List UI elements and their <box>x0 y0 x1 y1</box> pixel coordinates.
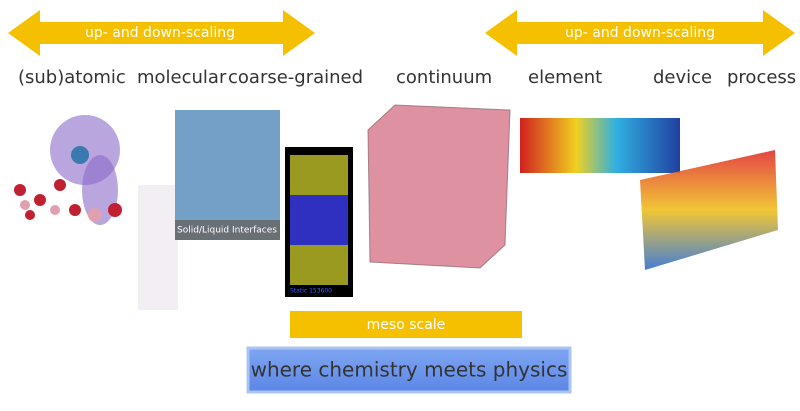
tagline-box <box>246 346 572 394</box>
scale-label: continuum <box>396 67 492 88</box>
atomic-image <box>14 115 122 225</box>
image-caption: Solid/Liquid Interfaces <box>177 226 277 236</box>
arrow <box>485 10 795 56</box>
scale-label: molecular <box>137 67 227 88</box>
arrow-label: up- and down-scaling <box>565 25 715 41</box>
scale-label: device <box>653 67 712 88</box>
arrow-label: up- and down-scaling <box>85 25 235 41</box>
meso-label: meso scale <box>367 317 446 333</box>
scale-label: process <box>727 67 796 88</box>
scale-label: coarse-grained <box>228 67 363 88</box>
device-image <box>640 150 778 270</box>
continuum-image <box>367 104 511 269</box>
meso-bar <box>290 311 522 338</box>
image-caption: Static 153600 <box>290 288 332 295</box>
tagline: where chemistry meets physics <box>251 358 568 382</box>
scale-label: element <box>528 67 602 88</box>
molecular-image: Solid/Liquid Interfaces <box>138 110 280 310</box>
element-image <box>520 118 680 173</box>
arrow <box>8 10 315 56</box>
scale-label: (sub)atomic <box>18 67 126 88</box>
coarse-image: Static 153600 <box>285 147 353 297</box>
